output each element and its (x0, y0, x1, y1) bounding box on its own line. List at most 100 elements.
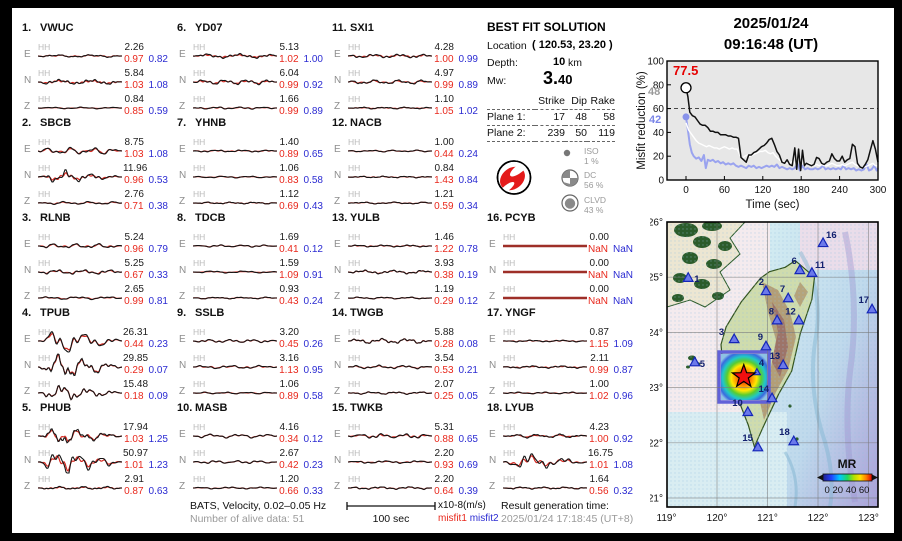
channel-values: 0.93 0.43 0.24 (278, 284, 323, 308)
channel-values: 0.87 1.15 1.09 (588, 327, 633, 351)
station-number: 14. (332, 307, 348, 319)
channel-row-Z: Z HH 2.20 0.64 0.39 (330, 474, 480, 500)
channel-code-label: HH (38, 379, 51, 389)
station-id-label: 12 (785, 306, 796, 317)
colorbar-title: MR (838, 457, 857, 471)
channel-row-Z: Z HH 1.12 0.69 0.43 (175, 189, 325, 215)
iso-icon (563, 149, 571, 157)
misfit2-value: 1.02 (458, 106, 478, 117)
station-id-label: 8 (769, 306, 774, 317)
channel-direction-label: E (24, 429, 31, 440)
y-axis-label: Misfit reduction (%) (636, 71, 648, 170)
station-marker-5: 5 (688, 355, 706, 370)
channel-values: 2.07 0.25 0.05 (433, 379, 478, 403)
channel-code-label: HH (348, 353, 361, 363)
station-id-label: 11 (815, 260, 826, 271)
plane2-strike: 239 (547, 127, 565, 139)
station-code: TWGB (350, 307, 384, 319)
misfit2-value: 0.79 (148, 244, 168, 255)
channel-values: 6.04 0.99 0.92 (278, 68, 323, 92)
channel-values: 5.24 0.96 0.79 (123, 232, 168, 256)
station-id-label: 16 (826, 230, 837, 241)
station-marker-3: 3 (719, 327, 740, 344)
channel-row-N: N HH 50.97 1.01 1.23 (20, 448, 170, 474)
map-lon-label: 120° (707, 513, 728, 524)
x-tick-label: 0 (683, 185, 689, 196)
channel-values: 4.97 0.99 0.89 (433, 68, 478, 92)
amplitude-value: 2.07 (434, 379, 454, 390)
waveform-trace (193, 364, 277, 370)
station-number: 4. (22, 307, 32, 319)
waveform-trace (38, 428, 122, 444)
station-marker-14: 14 (758, 384, 778, 403)
channel-values: 5.25 0.67 0.33 (123, 258, 168, 282)
channel-code-label: HH (348, 379, 361, 389)
misfit2-value: 0.19 (458, 270, 478, 281)
misfit2-value: 0.12 (458, 296, 478, 307)
channel-direction-label: Z (179, 291, 186, 302)
channel-code-label: HH (38, 474, 51, 484)
channel-direction-label: Z (179, 481, 186, 492)
channel-row-E: E HH 5.88 0.28 0.08 (330, 327, 480, 353)
amplitude-value: 4.97 (434, 68, 454, 79)
station-block-PCYB: 16. PCYB E HH 0.00 NaN NaN N HH 0.00 NaN NaN Z HH 0.00… (485, 212, 635, 307)
waveform-trace (503, 339, 587, 343)
misfit1-value: 1.05 (434, 106, 454, 117)
station-id-label: 9 (758, 332, 763, 343)
channel-code-label: HH (193, 327, 206, 337)
waveform-trace (38, 146, 122, 155)
misfit2-value: 0.91 (303, 270, 323, 281)
channel-row-Z: Z HH 15.48 0.18 0.09 (20, 379, 170, 405)
channel-direction-label: E (24, 334, 31, 345)
station-header: 9. SSLB (177, 307, 224, 319)
waveform-trace (348, 244, 432, 248)
waveform-trace (38, 296, 122, 301)
misfit2-value: 1.08 (148, 80, 168, 91)
station-block-SXI1: 11. SXI1 E HH 4.28 1.00 0.99 N HH 4.97 0.99 0.89 Z HH… (330, 22, 480, 117)
channel-row-E: E HH 0.87 1.15 1.09 (485, 327, 635, 353)
channel-row-N: N HH 3.54 0.53 0.21 (330, 353, 480, 379)
station-block-TDCB: 8. TDCB E HH 1.69 0.41 0.12 N HH 1.59 1.09 0.91 Z HH 0… (175, 212, 325, 307)
waveform-trace (38, 78, 122, 85)
amplitude-value: 1.19 (434, 284, 454, 295)
channel-row-E: E HH 1.40 0.89 0.65 (175, 137, 325, 163)
station-number: 10. (177, 402, 193, 414)
mw-label: Mw: (487, 75, 507, 87)
station-block-YD07: 6. YD07 E HH 5.13 1.02 1.00 N HH 6.04 0.99 0.92 Z HH 1… (175, 22, 325, 117)
station-triangle-icon (793, 263, 806, 275)
waveform-trace (193, 149, 277, 153)
waveform-trace (348, 175, 432, 179)
waveform-trace (38, 106, 122, 110)
misfit1-value: 0.66 (279, 486, 299, 497)
filter-info: BATS, Velocity, 0.02–0.05 Hz (190, 500, 327, 512)
amplitude-value: 15.48 (123, 379, 149, 390)
misfit2-value: 0.26 (303, 339, 323, 350)
channel-code-label: HH (193, 189, 206, 199)
amplitude-value: 0.84 (124, 94, 144, 105)
misfit1-value: NaN (587, 296, 608, 307)
station-number: 6. (177, 22, 187, 34)
misfit2-value: 0.24 (458, 149, 478, 160)
station-number: 3. (22, 212, 32, 224)
waveform-trace (348, 269, 432, 275)
station-code: NACB (350, 117, 382, 129)
waveform-trace (348, 364, 432, 370)
amplitude-value: 1.20 (279, 474, 299, 485)
station-triangle-icon (766, 391, 778, 403)
station-code: MASB (195, 402, 228, 414)
channel-row-Z: Z HH 2.76 0.71 0.38 (20, 189, 170, 215)
misfit2-value: 0.69 (458, 460, 478, 471)
channel-direction-label: N (24, 360, 32, 371)
map-lon-label: 121° (757, 513, 778, 524)
channel-row-E: E HH 5.13 1.02 1.00 (175, 42, 325, 68)
channel-direction-label: N (24, 265, 32, 276)
station-marker-10: 10 (732, 398, 754, 417)
channel-values: 1.40 0.89 0.65 (278, 137, 323, 161)
channel-values: 15.48 0.18 0.09 (123, 379, 168, 403)
channel-code-label: HH (38, 422, 51, 432)
amplitude-value: 3.20 (279, 327, 299, 338)
channel-code-label: HH (193, 422, 206, 432)
misfit2-value: 0.07 (148, 365, 168, 376)
